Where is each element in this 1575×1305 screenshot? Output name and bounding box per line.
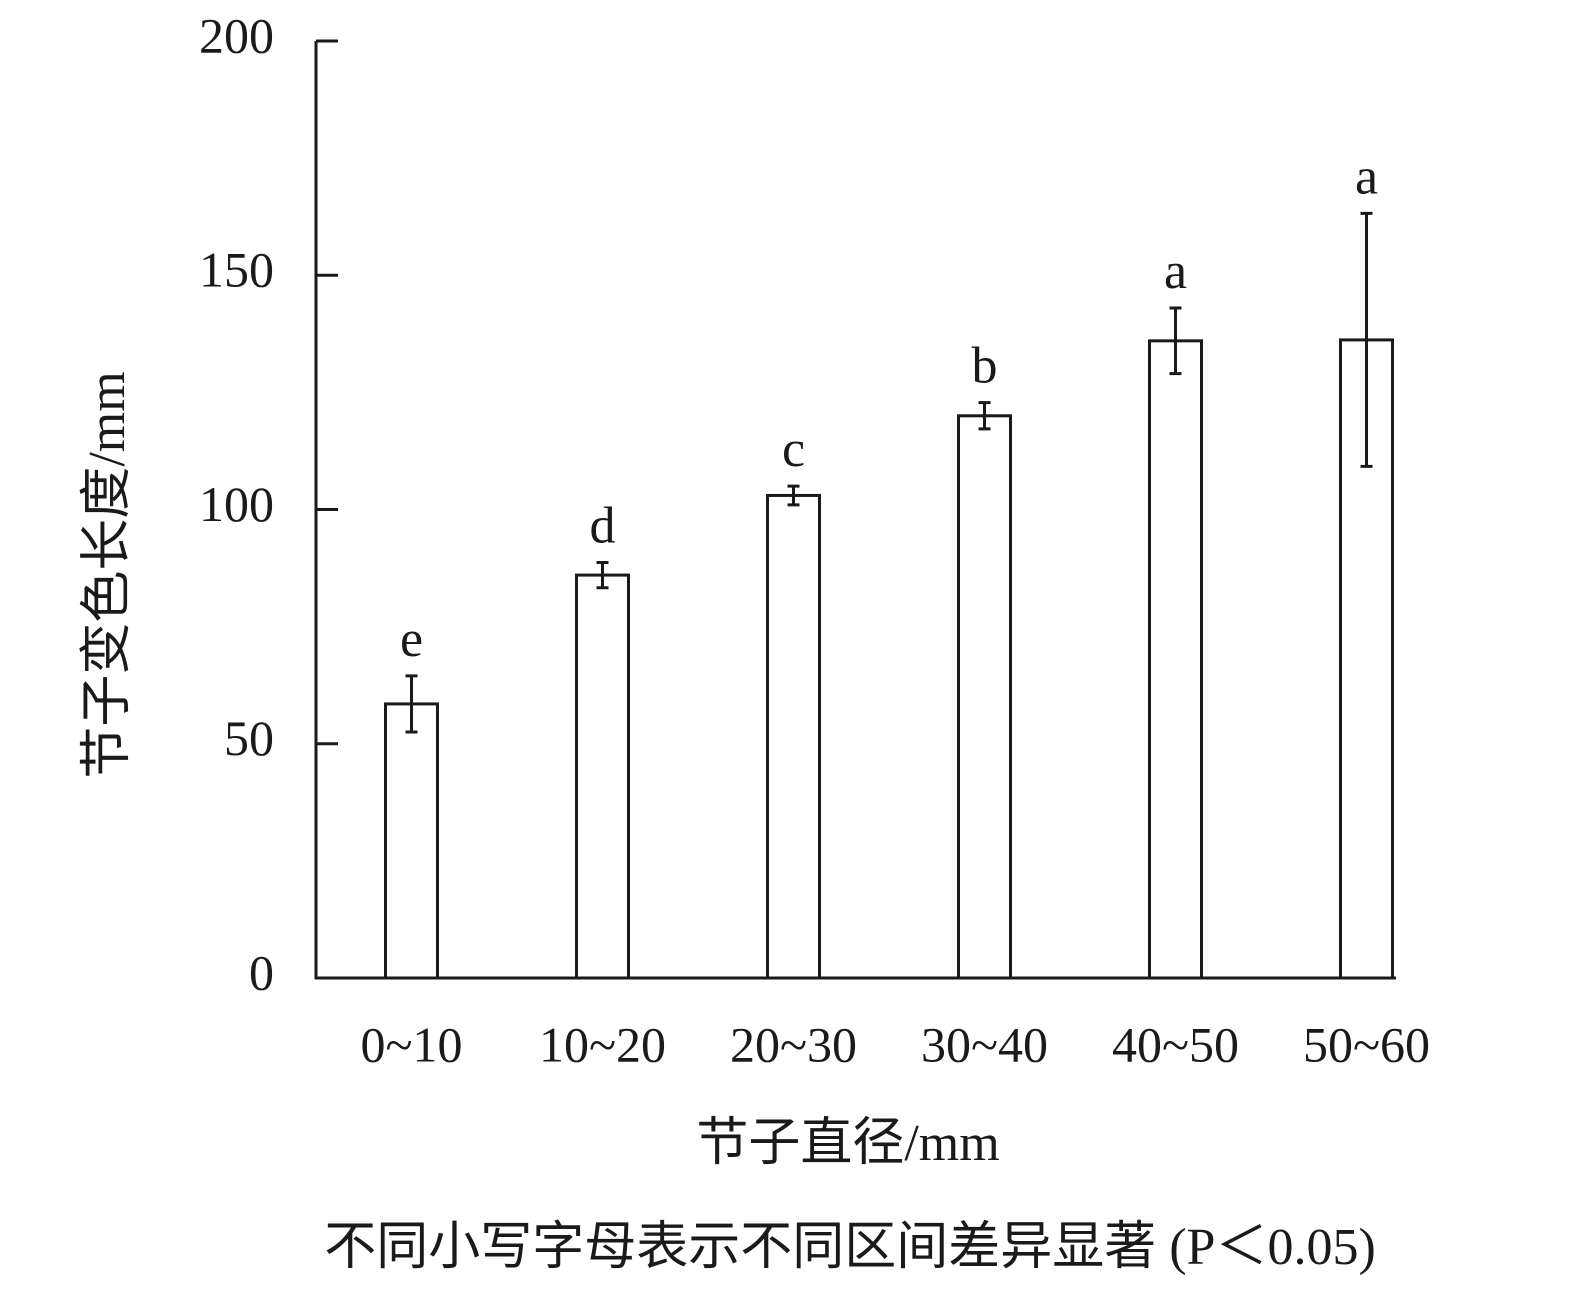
bar bbox=[1148, 339, 1203, 980]
y-tick-label: 150 bbox=[199, 242, 274, 298]
y-tick-label: 200 bbox=[199, 7, 274, 63]
x-tick-label: 20~30 bbox=[730, 1016, 857, 1072]
error-bar bbox=[596, 560, 609, 590]
x-tick-label: 0~10 bbox=[360, 1016, 462, 1072]
annotation: a bbox=[1355, 148, 1378, 205]
annotation: b bbox=[972, 338, 998, 395]
y-tick-label: 0 bbox=[249, 944, 274, 1000]
annotation: e bbox=[400, 611, 423, 668]
annotation: d bbox=[590, 497, 616, 554]
footnote: 不同小写字母表示不同区间差异显著 (P＜0.05) bbox=[324, 1219, 1376, 1276]
x-tick-label: 30~40 bbox=[921, 1016, 1048, 1072]
error-bar bbox=[1169, 306, 1182, 376]
y-tick-label: 50 bbox=[224, 710, 274, 766]
y-tick-label: 100 bbox=[199, 476, 274, 532]
x-tick-label: 50~60 bbox=[1303, 1016, 1430, 1072]
bar bbox=[575, 573, 630, 980]
annotation: a bbox=[1164, 243, 1187, 300]
error-bar bbox=[978, 401, 991, 431]
error-bar bbox=[405, 674, 418, 734]
x-tick-label: 40~50 bbox=[1112, 1016, 1239, 1072]
x-tick-label: 10~20 bbox=[539, 1016, 666, 1072]
bar bbox=[957, 414, 1012, 980]
x-axis-label: 节子直径/mm bbox=[696, 1115, 999, 1172]
error-bar bbox=[787, 484, 800, 507]
bar bbox=[384, 702, 439, 980]
bar bbox=[766, 493, 821, 980]
y-axis-label: 节子变色长度/mm bbox=[79, 371, 136, 778]
annotation: c bbox=[782, 421, 805, 478]
error-bar bbox=[1360, 211, 1373, 468]
